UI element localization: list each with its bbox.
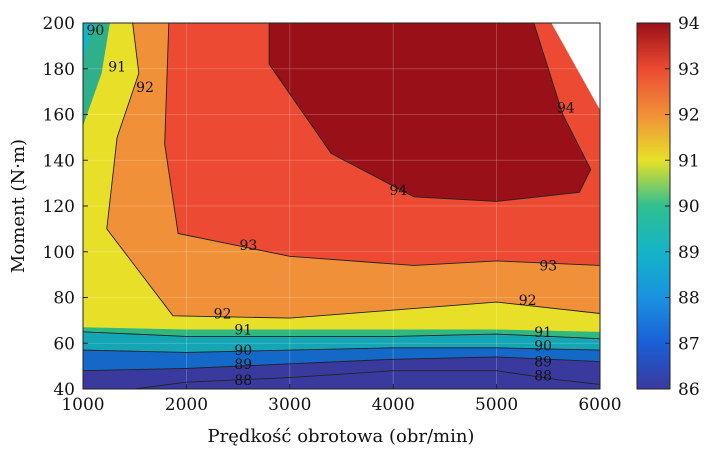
x-tick-label: 4000 <box>372 395 415 415</box>
y-tick-label: 100 <box>43 243 75 263</box>
contour-label: 91 <box>534 325 552 341</box>
colorbar-tick-label: 87 <box>678 334 700 354</box>
contour-label: 93 <box>240 238 258 254</box>
x-tick-label: 5000 <box>475 395 518 415</box>
contour-line-93 <box>164 23 600 266</box>
contour-label: 89 <box>534 355 552 371</box>
blank-region <box>551 23 600 110</box>
contour-label: 91 <box>108 59 126 75</box>
contour-label: 94 <box>389 183 407 199</box>
contour-label: 92 <box>519 293 537 309</box>
colorbar-tick-label: 92 <box>678 106 700 126</box>
colorbar-tick-label: 93 <box>678 60 700 80</box>
contour-label: 92 <box>136 80 154 96</box>
y-tick-label: 80 <box>53 289 75 309</box>
colorbar-tick-label: 91 <box>678 151 700 171</box>
x-tick-label: 2000 <box>165 395 208 415</box>
band-90-top <box>83 23 110 126</box>
colorbar-tick-label: 94 <box>678 14 700 34</box>
colorbar <box>636 22 671 390</box>
x-tick-label: 3000 <box>268 395 311 415</box>
colorbar-tick-label: 86 <box>678 380 700 400</box>
contour-label: 91 <box>234 323 252 339</box>
y-tick-label: 60 <box>53 334 75 354</box>
contour-label: 90 <box>534 339 552 355</box>
band-94 <box>269 23 591 202</box>
contour-label: 93 <box>539 258 557 274</box>
y-tick-label: 40 <box>53 380 75 400</box>
x-tick-label: 1000 <box>61 395 104 415</box>
colorbar-tick-label: 89 <box>678 243 700 263</box>
contour-label: 88 <box>534 368 552 384</box>
y-tick-label: 120 <box>43 197 75 217</box>
contour-label: 90 <box>86 23 104 39</box>
contour-label: 89 <box>234 357 252 373</box>
contour-label: 90 <box>234 343 252 359</box>
grid-lines <box>83 23 600 389</box>
contour-line-90 <box>83 347 600 353</box>
contour-label: 94 <box>557 101 575 117</box>
contour-line-94 <box>268 23 592 202</box>
contour-lines <box>83 23 600 389</box>
y-tick-label: 140 <box>43 151 75 171</box>
contour-line-88 <box>83 370 600 389</box>
x-axis-label: Prędkość obrotowa (obr/min) <box>208 426 475 447</box>
y-axis-label: Moment (N·m) <box>8 139 29 273</box>
contour-label: 92 <box>214 307 232 323</box>
colorbar-tick-label: 90 <box>678 197 700 217</box>
y-tick-label: 200 <box>43 14 75 34</box>
contour-line-92 <box>106 23 600 319</box>
y-axis-ticks: 40 60 80 100 120 140 160 180 200 <box>43 14 88 400</box>
contour-label: 88 <box>234 373 252 389</box>
colorbar-tick-label: 88 <box>678 289 700 309</box>
x-axis-ticks: 1000 2000 3000 4000 5000 6000 <box>61 384 622 415</box>
y-tick-label: 160 <box>43 106 75 126</box>
contour-line-91 <box>83 331 600 340</box>
contour-line-89 <box>83 356 600 372</box>
band-89-top <box>83 23 95 60</box>
colorbar-ticks: 86 87 88 89 90 91 92 93 94 <box>665 14 700 400</box>
x-tick-label: 6000 <box>578 395 621 415</box>
y-tick-label: 180 <box>43 60 75 80</box>
